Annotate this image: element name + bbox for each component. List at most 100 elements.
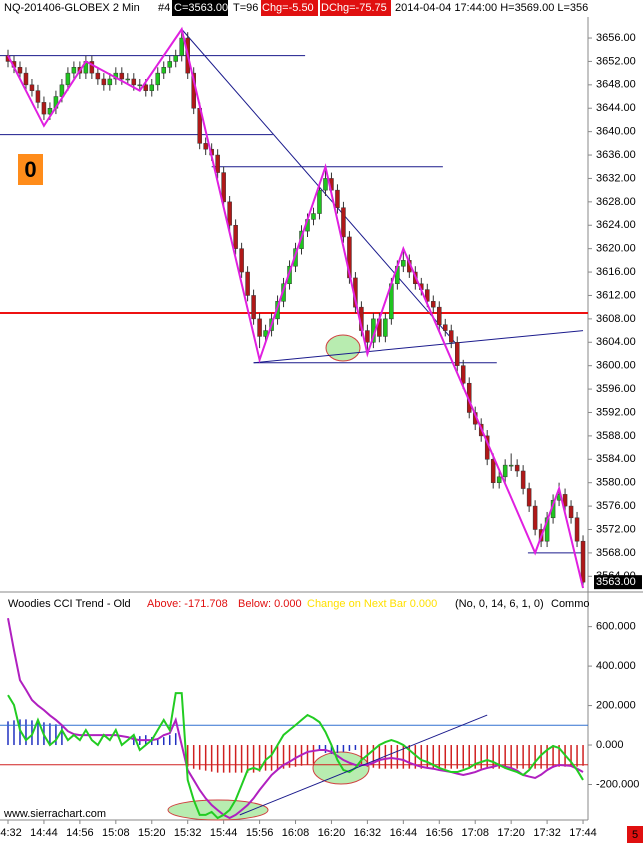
y-tick-label: 400.000	[596, 660, 636, 672]
candle-body	[514, 464, 520, 472]
candle-body	[437, 306, 442, 325]
y-tick-label: 3616.00	[596, 266, 636, 278]
x-tick-label: 16:20	[318, 827, 346, 839]
header-box	[172, 0, 228, 16]
candle-body	[455, 342, 460, 366]
candle-body	[317, 189, 322, 214]
candle-body	[89, 61, 95, 74]
candle-body	[341, 207, 346, 238]
candle-body	[143, 84, 149, 91]
highlight	[312, 751, 370, 785]
x-tick-label: 14:56	[66, 827, 94, 839]
candle-body	[574, 517, 580, 542]
zigzag	[7, 26, 585, 589]
x-tick-label: 17:08	[461, 827, 489, 839]
candle-body	[365, 330, 370, 343]
annotation-box	[18, 154, 43, 185]
candle-body	[490, 459, 496, 483]
candle-body	[71, 67, 77, 74]
header-item: DChg=-75.75	[321, 2, 387, 14]
legend-item: Change on Next Bar 0.000	[307, 598, 437, 610]
x-tick-label: 17:20	[497, 827, 525, 839]
candle-body	[155, 72, 160, 86]
price-pane	[0, 26, 588, 589]
candle-body	[251, 295, 256, 320]
candle-body	[173, 55, 178, 62]
x-tick-label: 16:56	[426, 827, 454, 839]
candle-body	[107, 78, 113, 86]
x-tick-label: 14:32	[0, 827, 22, 839]
y-tick-label: 600.000	[596, 621, 636, 633]
y-tick-label: 3628.00	[596, 196, 636, 208]
candle-body	[544, 517, 550, 542]
last-price-box	[594, 575, 642, 590]
x-tick-label: 15:20	[138, 827, 166, 839]
candle-body	[460, 365, 466, 384]
indicator-title: Woodies CCI Trend - Old	[8, 598, 131, 610]
legend-item: (No, 0, 14, 6, 1, 0)	[455, 598, 544, 610]
candle-body	[502, 464, 508, 478]
chart-title: NQ-201406-GLOBEX 2 Min	[4, 2, 140, 14]
candle-body	[227, 201, 232, 226]
y-tick-label: 3644.00	[596, 102, 636, 114]
candle-body	[221, 172, 226, 203]
candle-body	[119, 72, 125, 80]
corner-box	[627, 826, 643, 843]
candle-body	[425, 289, 430, 302]
candle-body	[335, 189, 340, 208]
x-tick-label: 15:08	[102, 827, 130, 839]
candle-body	[35, 90, 41, 103]
y-tick-label: 3572.00	[596, 523, 636, 535]
candle-body	[29, 84, 35, 91]
candle-body	[101, 78, 107, 86]
trend-line	[239, 714, 488, 816]
x-tick-label: 15:44	[210, 827, 238, 839]
y-tick-label: 3604.00	[596, 336, 636, 348]
y-tick-label: 3632.00	[596, 172, 636, 184]
y-tick-label: 3588.00	[596, 430, 636, 442]
candle-body	[520, 470, 526, 489]
candle-body	[125, 78, 131, 81]
y-tick-label: 3656.00	[596, 32, 636, 44]
x-tick-label: 14:44	[30, 827, 58, 839]
candle-body	[149, 84, 155, 91]
candle-body	[239, 248, 244, 273]
watermark: www.sierrachart.com	[3, 808, 106, 820]
x-tick-label: 15:56	[246, 827, 274, 839]
x-tick-label: 16:44	[390, 827, 418, 839]
legend-item: Above: -171.708	[147, 598, 228, 610]
header-item: T=96	[233, 2, 258, 14]
candle-body	[526, 488, 532, 507]
indicator-pane	[0, 617, 588, 820]
x-tick-label: 17:44	[569, 827, 597, 839]
indicator-line	[7, 692, 584, 820]
candle-body	[323, 178, 328, 191]
x-tick-label: 16:32	[354, 827, 382, 839]
candle-body	[496, 476, 502, 483]
highlight	[325, 334, 361, 362]
y-tick-label: 3624.00	[596, 219, 636, 231]
header-box	[261, 0, 318, 16]
candle-body	[245, 271, 250, 296]
candle-body	[532, 505, 538, 530]
candle-body	[443, 324, 448, 331]
candle-body	[568, 505, 574, 519]
header-item: Chg=-5.50	[262, 2, 314, 14]
candle-body	[47, 107, 53, 115]
candle-body	[23, 72, 29, 86]
candle-body	[401, 260, 406, 267]
candle-body	[167, 61, 172, 68]
candle-body	[17, 67, 23, 74]
candle-body	[580, 540, 586, 583]
y-tick-label: 200.000	[596, 699, 636, 711]
candle-body	[137, 84, 143, 87]
y-tick-label: 3620.00	[596, 243, 636, 255]
candle-body	[203, 143, 208, 150]
x-tick-label: 16:08	[282, 827, 310, 839]
candle-body	[179, 37, 184, 56]
candle-body	[131, 78, 137, 86]
header-clip: 2014-04-04 17:44:00 H=3569.00 L=3562.00	[395, 2, 588, 14]
y-tick-label: 3592.00	[596, 406, 636, 418]
header-item: #4	[158, 2, 170, 14]
